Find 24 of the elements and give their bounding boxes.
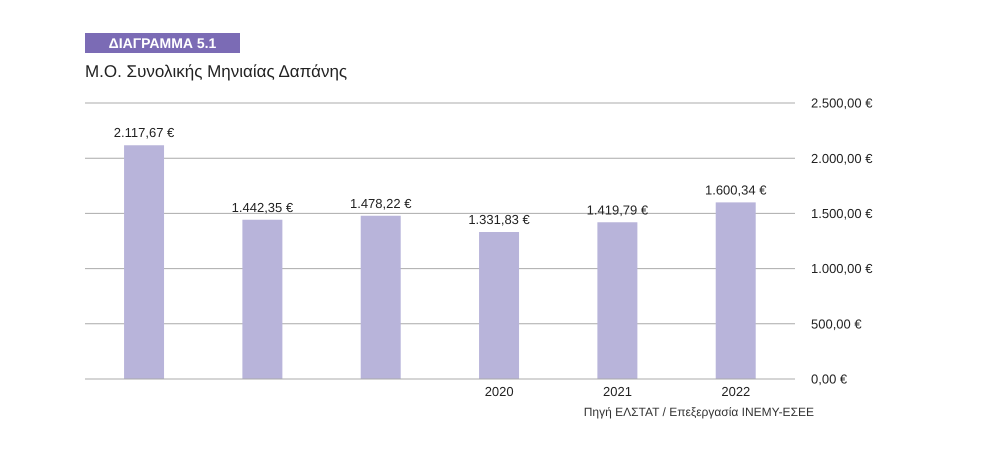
data-label: 1.600,34 € — [704, 182, 768, 198]
bar — [479, 232, 520, 379]
y-tick-label: 1.000,00 € — [811, 261, 874, 276]
chart-title: ΔΙΑΓΡΑΜΜΑ 5.1 — [85, 33, 240, 53]
y-tick-label: 500,00 € — [811, 316, 862, 332]
y-tick-label: 2.500,00 € — [811, 96, 874, 111]
chart-subtitle: Μ.Ο. Συνολικής Μηνιαίας Δαπάνης — [85, 62, 348, 82]
bar — [716, 202, 756, 379]
bar — [124, 145, 164, 379]
data-label: 1.478,22 € — [350, 196, 412, 211]
data-label: 1.419,79 € — [586, 202, 649, 218]
bar — [360, 216, 401, 379]
y-tick-label: 2.000,00 € — [811, 150, 874, 166]
data-label: 2.117,67 € — [114, 125, 176, 140]
data-label: 1.442,35 € — [232, 200, 294, 215]
y-tick-label: 1.500,00 € — [811, 206, 874, 222]
data-label: 1.331,83 € — [468, 212, 531, 227]
text: Πηγή ΕΛΣΤΑΤ / Επεξεργασία ΙΝΕΜΥ-ΕΣΕΕ — [584, 405, 814, 419]
x-tick-label: 2022 — [721, 384, 750, 400]
bar — [597, 222, 638, 379]
x-tick-label: 2021 — [603, 384, 632, 400]
y-tick-label: 0,00 € — [811, 372, 848, 387]
x-tick-label: 2020 — [484, 384, 514, 400]
bar — [242, 220, 282, 379]
